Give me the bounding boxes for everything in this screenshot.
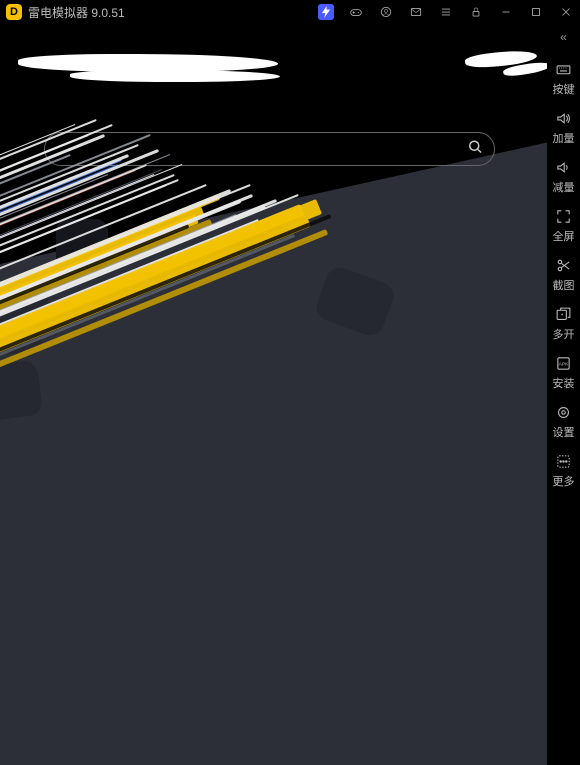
mail-icon[interactable] (408, 4, 424, 20)
titlebar: D 雷电模拟器 9.0.51 (0, 0, 580, 24)
sidebar-item-scissors[interactable]: 截图 (553, 250, 575, 299)
window-title: 雷电模拟器 9.0.51 (28, 4, 125, 21)
app-tile[interactable] (56, 219, 108, 271)
search-icon[interactable] (466, 138, 484, 161)
sidebar-item-multi[interactable]: 多开 (553, 299, 575, 348)
sidebar-item-apk[interactable]: APK 安装 (553, 348, 575, 397)
brush-stroke (70, 70, 280, 82)
sidebar-item-label: 加量 (553, 130, 575, 146)
sidebar-item-volume-up[interactable]: 加量 (553, 103, 575, 152)
sidebar-item-label: 全屏 (553, 228, 575, 244)
sidebar-item-label: 更多 (553, 473, 575, 489)
sidebar-item-volume-down[interactable]: 减量 (553, 152, 575, 201)
menu-icon[interactable] (438, 4, 454, 20)
sidebar-item-fullscreen[interactable]: 全屏 (553, 201, 575, 250)
fullscreen-icon (555, 207, 573, 225)
bg-shape (0, 280, 51, 358)
sidebar-item-label: 设置 (553, 424, 575, 440)
multi-icon (555, 305, 573, 323)
sidebar-item-more[interactable]: 更多 (553, 446, 575, 495)
emulator-screen[interactable] (0, 24, 547, 765)
app-logo: D (6, 4, 22, 20)
title-icons (318, 4, 574, 20)
boost-icon[interactable] (318, 4, 334, 20)
search-input[interactable] (44, 132, 495, 166)
gear-icon (555, 403, 573, 421)
user-icon[interactable] (378, 4, 394, 20)
minimize-icon[interactable] (498, 4, 514, 20)
bg-shape (313, 264, 398, 340)
scissors-icon (555, 256, 573, 274)
sidebar-item-label: 多开 (553, 326, 575, 342)
more-icon (555, 452, 573, 470)
bg-shape (0, 359, 43, 423)
collapse-button[interactable]: « (560, 30, 567, 44)
sidebar-item-label: 截图 (553, 277, 575, 293)
right-sidebar: « 按键加量减量全屏截图多开 APK 安装设置更多 (547, 24, 580, 765)
keyboard-icon (555, 60, 573, 78)
search-wrap (44, 132, 495, 166)
maximize-icon[interactable] (528, 4, 544, 20)
sidebar-item-gear[interactable]: 设置 (553, 397, 575, 446)
volume-up-icon (555, 109, 573, 127)
gamepad-icon[interactable] (348, 4, 364, 20)
apk-icon: APK (555, 354, 573, 372)
sidebar-item-keyboard[interactable]: 按键 (553, 54, 575, 103)
sidebar-item-label: 减量 (553, 179, 575, 195)
volume-down-icon (555, 158, 573, 176)
svg-text:APK: APK (559, 361, 570, 367)
lock-icon[interactable] (468, 4, 484, 20)
close-icon[interactable] (558, 4, 574, 20)
sidebar-item-label: 安装 (553, 375, 575, 391)
sidebar-item-label: 按键 (553, 81, 575, 97)
